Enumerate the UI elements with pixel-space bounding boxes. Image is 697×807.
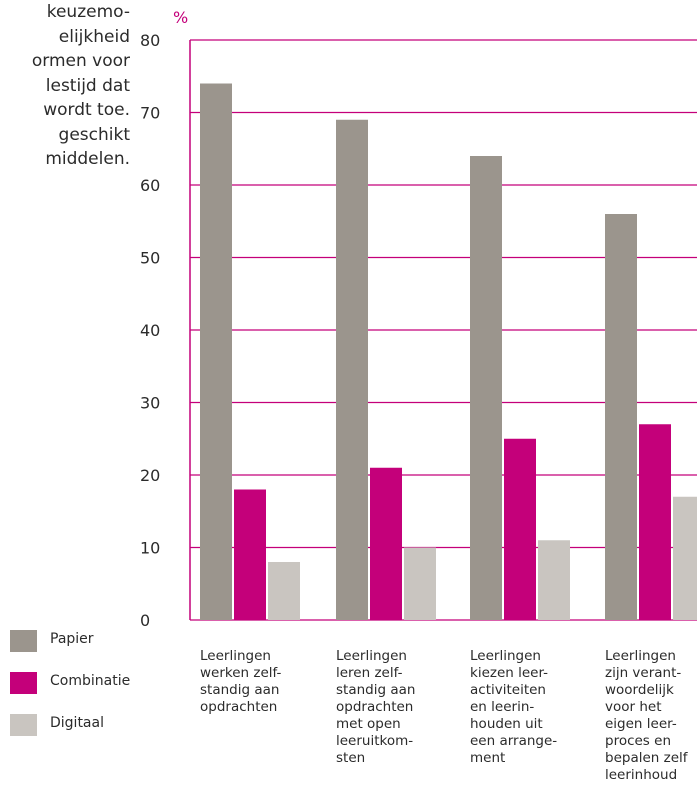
y-axis-unit-label: % (173, 8, 188, 27)
category-label-line: Leerlingen (200, 648, 271, 664)
category-label-line: eigen leer- (605, 716, 677, 732)
category-label-line: bepalen zelf (605, 750, 688, 766)
bar-papier (605, 214, 637, 620)
bar-papier (200, 83, 232, 620)
bar-digitaal (538, 540, 570, 620)
y-tick-label: 60 (140, 176, 160, 195)
y-tick-label: 50 (140, 249, 160, 268)
category-label-line: leren zelf- (336, 665, 403, 681)
category-label-line: leeruitkom- (336, 733, 414, 749)
category-label-line: Leerlingen (605, 648, 676, 664)
bar-combinatie (370, 467, 402, 620)
bar-papier (470, 156, 502, 620)
category-label-line: standig aan (336, 682, 416, 698)
legend-label-combinatie: Combinatie (50, 673, 131, 689)
category-label-line: sten (336, 750, 366, 766)
y-tick-label: 70 (140, 104, 160, 123)
bar-combinatie (504, 438, 536, 620)
bar-combinatie (639, 424, 671, 620)
text-line: lestijd dat (45, 75, 130, 96)
y-tick-label: 30 (140, 394, 160, 413)
bar-combinatie (234, 489, 266, 620)
category-label-line: en leerin- (470, 699, 535, 715)
bar-digitaal (404, 547, 436, 620)
category-label-line: activiteiten (470, 682, 546, 698)
category-label-line: met open (336, 716, 401, 732)
y-tick-label: 40 (140, 321, 160, 340)
legend-label-papier: Papier (50, 631, 94, 647)
bar-papier (336, 119, 368, 620)
text-line: geschikt (58, 124, 130, 145)
category-label: Leerlingen kiezen leer-activiteiten en lee… (470, 648, 557, 767)
bar-digitaal (268, 562, 300, 620)
axis-layer: 0 10 20 30 40 50 60 70 80 (140, 31, 191, 630)
category-label-line: leerinhoud (605, 767, 678, 783)
category-label-line: ment (470, 750, 506, 766)
category-label-line: standig aan (200, 682, 280, 698)
category-label-line: Leerlingen (336, 648, 407, 664)
category-label-line: proces en (605, 733, 671, 749)
text-line: ormen voor (31, 51, 130, 71)
category-label-line: houden uit (470, 716, 543, 732)
category-label: Leerlingen leren zelf-standig aan opdracht… (336, 648, 415, 767)
legend-label-digitaal: Digitaal (50, 715, 104, 731)
legend-swatch-combinatie (10, 672, 37, 694)
text-line: wordt toe. (43, 100, 130, 120)
legend-swatch-digitaal (10, 714, 37, 736)
y-tick-label: 10 (140, 539, 160, 558)
bar-layer (200, 83, 697, 620)
legend-swatch-papier (10, 630, 37, 652)
category-label-line: een arrange- (470, 733, 558, 749)
y-tick-label: 0 (140, 611, 150, 630)
category-label-line: zijn verant- (605, 665, 682, 681)
text-line: middelen. (45, 149, 130, 169)
category-label: Leerlingen zijn verant-woordelijk voor het… (605, 648, 688, 784)
category-label-line: woordelijk (605, 682, 674, 698)
category-label-line: kiezen leer- (470, 665, 549, 681)
category-label-line: voor het (605, 699, 662, 715)
body-text-fragment: keuzemo- elijkheid ormen voor lestijd da… (0, 0, 130, 172)
category-label: Leerlingen werken zelf-standig aan opdrach… (200, 648, 281, 716)
category-label-line: Leerlingen (470, 648, 541, 664)
y-tick-label: 80 (140, 31, 160, 50)
category-label-line: opdrachten (200, 699, 278, 715)
category-label-line: opdrachten (336, 699, 414, 715)
category-label-line: werken zelf- (200, 665, 282, 681)
bar-digitaal (673, 496, 697, 620)
text-line: elijkheid (58, 26, 130, 47)
y-tick-label: 20 (140, 466, 160, 485)
text-line: keuzemo- (46, 2, 130, 22)
